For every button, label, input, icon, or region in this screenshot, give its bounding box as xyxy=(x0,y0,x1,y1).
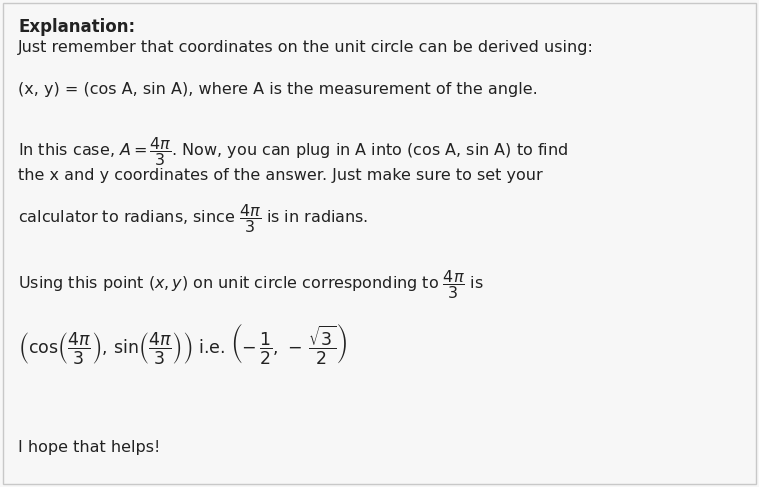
Text: In this case, $A = \dfrac{4\pi}{3}$. Now, you can plug in A into (cos A, sin A) : In this case, $A = \dfrac{4\pi}{3}$. Now… xyxy=(18,135,568,168)
FancyBboxPatch shape xyxy=(3,3,756,484)
Text: Using this point $(x, y)$ on unit circle corresponding to $\dfrac{4\pi}{3}$ is: Using this point $(x, y)$ on unit circle… xyxy=(18,268,483,301)
Text: Just remember that coordinates on the unit circle can be derived using:: Just remember that coordinates on the un… xyxy=(18,40,594,55)
Text: I hope that helps!: I hope that helps! xyxy=(18,440,160,455)
Text: $\left(\cos\!\left(\dfrac{4\pi}{3}\right),\,\sin\!\left(\dfrac{4\pi}{3}\right)\r: $\left(\cos\!\left(\dfrac{4\pi}{3}\right… xyxy=(18,322,347,367)
Text: Explanation:: Explanation: xyxy=(18,18,135,36)
Text: calculator to radians, since $\dfrac{4\pi}{3}$ is in radians.: calculator to radians, since $\dfrac{4\p… xyxy=(18,202,368,235)
Text: the x and y coordinates of the answer. Just make sure to set your: the x and y coordinates of the answer. J… xyxy=(18,168,543,183)
Text: (x, y) = (cos A, sin A), where A is the measurement of the angle.: (x, y) = (cos A, sin A), where A is the … xyxy=(18,82,537,97)
